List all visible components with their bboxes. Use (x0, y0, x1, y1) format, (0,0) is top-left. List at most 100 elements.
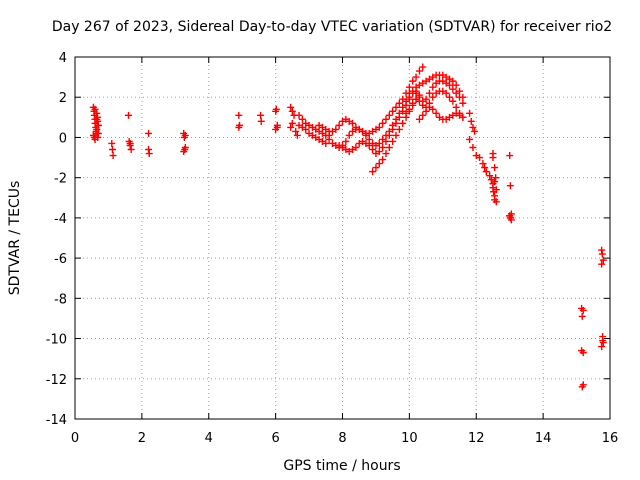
data-point (382, 137, 390, 145)
data-point (598, 260, 606, 268)
data-point (598, 343, 606, 351)
data-point (288, 119, 296, 127)
data-point (287, 103, 295, 111)
data-point (459, 113, 467, 121)
data-point (419, 111, 427, 119)
y-tick-label: -8 (54, 292, 67, 307)
x-tick-label: 12 (468, 431, 485, 446)
data-point (94, 121, 102, 129)
axis-ticks: 0 2 4 6 8 10 12 14 16 -14 -12 -10 -8 -6 -4 -2 0 2 4 (46, 51, 619, 446)
data-point (429, 93, 437, 101)
data-point (109, 152, 117, 160)
y-tick-label: 2 (59, 91, 67, 106)
data-point (235, 123, 243, 131)
data-point (507, 214, 515, 222)
data-point (375, 148, 383, 156)
data-point (492, 186, 500, 194)
data-point (365, 135, 373, 143)
data-point (425, 89, 433, 97)
data-point (476, 154, 484, 162)
data-point (405, 105, 413, 113)
data-point (382, 150, 390, 158)
data-point (257, 111, 265, 119)
data-point (349, 119, 357, 127)
y-axis-label: SDTVAR / TECUs (7, 181, 23, 296)
data-point (446, 93, 453, 101)
data-point (93, 115, 101, 123)
data-point (145, 129, 153, 137)
data-point (599, 256, 607, 264)
data-point (489, 150, 497, 158)
data-point (449, 97, 457, 105)
x-tick-label: 4 (205, 431, 213, 446)
data-point (481, 164, 489, 172)
data-point (94, 129, 102, 137)
data-point (599, 337, 607, 345)
x-tick-label: 16 (602, 431, 619, 446)
data-point (492, 174, 500, 182)
data-point (332, 125, 340, 133)
data-point (486, 172, 494, 180)
x-axis-label: GPS time / hours (283, 458, 400, 474)
y-tick-label: -14 (46, 413, 67, 428)
data-point (385, 111, 393, 119)
data-point (506, 182, 514, 190)
grid (75, 57, 610, 419)
data-point (467, 117, 475, 125)
y-tick-label: 0 (59, 131, 67, 146)
data-point (335, 121, 343, 129)
data-point (412, 89, 420, 97)
data-point (412, 73, 420, 81)
data-point (369, 146, 377, 154)
data-point (369, 168, 377, 176)
data-point (446, 81, 453, 89)
data-point (442, 89, 450, 97)
data-point (402, 101, 410, 109)
data-point (352, 144, 360, 151)
data-point (235, 111, 243, 119)
data-point (456, 93, 464, 101)
data-point (449, 77, 457, 85)
y-tick-label: -6 (54, 252, 67, 267)
data-point (292, 127, 300, 135)
data-point (382, 115, 390, 123)
data-point (479, 160, 487, 168)
data-point (395, 99, 403, 107)
data-point (287, 123, 295, 131)
y-tick-label: 4 (59, 51, 67, 66)
data-point (126, 139, 134, 147)
data-point (392, 119, 400, 127)
data-point (491, 164, 499, 172)
data-point (180, 148, 188, 156)
data-point (405, 95, 413, 103)
data-point (395, 125, 403, 133)
data-point (466, 109, 474, 117)
data-point (379, 144, 387, 151)
data-point (108, 139, 116, 147)
data-point (469, 144, 477, 151)
data-point (389, 107, 397, 115)
data-point (452, 81, 460, 89)
data-point (272, 105, 280, 113)
x-tick-label: 14 (535, 431, 552, 446)
data-point (257, 117, 265, 125)
data-point (272, 125, 280, 133)
data-point (399, 119, 407, 127)
data-point (375, 160, 383, 168)
data-point (127, 146, 135, 154)
data-point (93, 125, 101, 133)
data-point (415, 115, 423, 123)
data-point (372, 164, 380, 172)
data-point (405, 83, 413, 91)
data-point (181, 144, 189, 151)
chart-title: Day 267 of 2023, Sidereal Day-to-day VTE… (52, 19, 612, 35)
data-point (365, 141, 373, 149)
data-point (392, 131, 400, 139)
data-point (385, 131, 393, 139)
data-point (466, 135, 474, 143)
data-point (375, 123, 383, 131)
data-point (429, 105, 437, 113)
data-points (89, 63, 607, 391)
data-point (452, 89, 460, 97)
